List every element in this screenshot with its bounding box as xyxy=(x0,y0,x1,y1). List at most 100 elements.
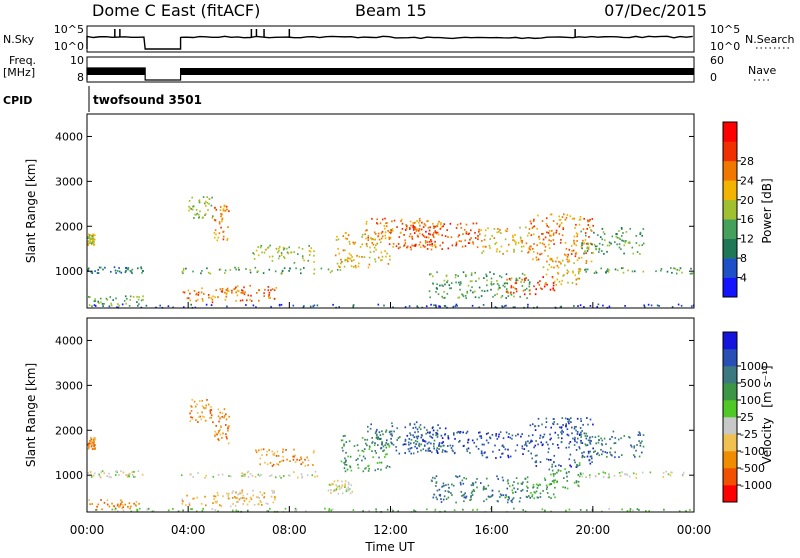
range-cell xyxy=(268,295,270,298)
range-cell xyxy=(643,305,646,308)
range-cell xyxy=(225,433,227,436)
nsky-tick-bottom: 10^0 xyxy=(54,40,84,53)
range-cell xyxy=(515,241,517,244)
range-cell xyxy=(435,485,437,487)
range-cell xyxy=(496,248,498,251)
range-cell xyxy=(373,444,376,447)
range-cell xyxy=(226,305,228,308)
range-cell xyxy=(217,431,220,434)
range-cell xyxy=(342,235,345,237)
range-cell xyxy=(584,435,587,437)
freq-bar-segment xyxy=(87,68,146,75)
range-cell xyxy=(220,505,223,507)
range-cell xyxy=(671,271,673,274)
range-cell xyxy=(527,306,529,308)
range-cell xyxy=(94,472,96,475)
range-cell xyxy=(436,498,438,501)
range-cell xyxy=(590,260,593,263)
range-cell xyxy=(391,508,393,511)
range-cell xyxy=(574,274,577,277)
range-cell xyxy=(466,450,469,453)
range-cell xyxy=(496,231,499,234)
range-cell xyxy=(240,497,242,500)
range-cell xyxy=(439,427,441,430)
range-cell xyxy=(409,246,412,249)
range-cell xyxy=(377,235,379,238)
range-cell xyxy=(588,437,591,439)
range-cell xyxy=(548,496,550,498)
range-cell xyxy=(320,267,323,270)
range-cell xyxy=(385,222,387,225)
range-cell xyxy=(376,428,378,431)
range-cell xyxy=(597,435,600,438)
range-cell xyxy=(589,305,592,307)
range-cell xyxy=(466,448,468,451)
range-cell xyxy=(280,460,283,462)
range-cell xyxy=(568,422,570,425)
range-cell xyxy=(493,237,496,239)
range-cell xyxy=(280,252,283,254)
range-cell xyxy=(534,491,536,494)
range-cell xyxy=(268,297,270,299)
range-cell xyxy=(515,288,518,290)
range-cell xyxy=(114,474,117,476)
range-cell xyxy=(365,220,368,223)
range-cell xyxy=(512,286,515,289)
range-cell xyxy=(243,497,245,499)
range-cell xyxy=(89,470,92,473)
range-cell xyxy=(450,282,453,284)
range-cell xyxy=(267,289,270,292)
range-cell xyxy=(495,434,497,437)
range-cell xyxy=(557,266,560,269)
range-cell xyxy=(353,243,355,246)
range-cell xyxy=(418,217,421,220)
range-cell xyxy=(219,428,221,431)
range-cell xyxy=(582,239,584,242)
range-cell xyxy=(138,296,140,298)
range-cell xyxy=(141,271,143,274)
range-cell xyxy=(261,494,264,496)
range-cell xyxy=(351,256,353,258)
range-cell xyxy=(273,491,276,494)
range-cell xyxy=(232,503,234,505)
range-cell xyxy=(537,484,540,487)
range-cell xyxy=(432,429,435,432)
range-cell xyxy=(574,426,576,428)
range-cell xyxy=(578,257,580,259)
range-cell xyxy=(459,288,461,291)
range-cell xyxy=(126,297,128,300)
range-cell xyxy=(210,406,212,408)
range-cell xyxy=(544,509,546,512)
range-cell xyxy=(267,510,270,513)
range-cell xyxy=(410,248,412,251)
range-cell xyxy=(214,435,216,437)
range-cell xyxy=(456,304,458,307)
range-cell xyxy=(497,228,499,230)
range-cell xyxy=(576,235,578,238)
range-cell xyxy=(210,297,213,299)
range-cell xyxy=(446,279,449,282)
range-cell xyxy=(547,443,549,446)
range-cell xyxy=(461,479,464,482)
range-cell xyxy=(562,431,564,433)
range-cell xyxy=(345,441,348,443)
range-cell xyxy=(538,284,541,286)
range-cell xyxy=(140,299,143,302)
range-cell xyxy=(541,220,544,222)
range-cell xyxy=(278,303,281,306)
range-cell xyxy=(258,503,260,505)
range-cell xyxy=(539,253,541,256)
range-cell xyxy=(375,248,377,251)
range-cell xyxy=(200,291,203,294)
range-cell xyxy=(271,255,274,258)
range-cell xyxy=(601,243,604,246)
range-cell xyxy=(366,444,368,447)
range-cell xyxy=(463,493,466,496)
nave-tick-bottom: 0 xyxy=(710,71,717,84)
range-cell xyxy=(534,425,536,428)
range-cell xyxy=(495,433,497,435)
range-cell xyxy=(189,420,192,422)
range-cell xyxy=(537,281,539,284)
range-cell xyxy=(301,476,303,479)
